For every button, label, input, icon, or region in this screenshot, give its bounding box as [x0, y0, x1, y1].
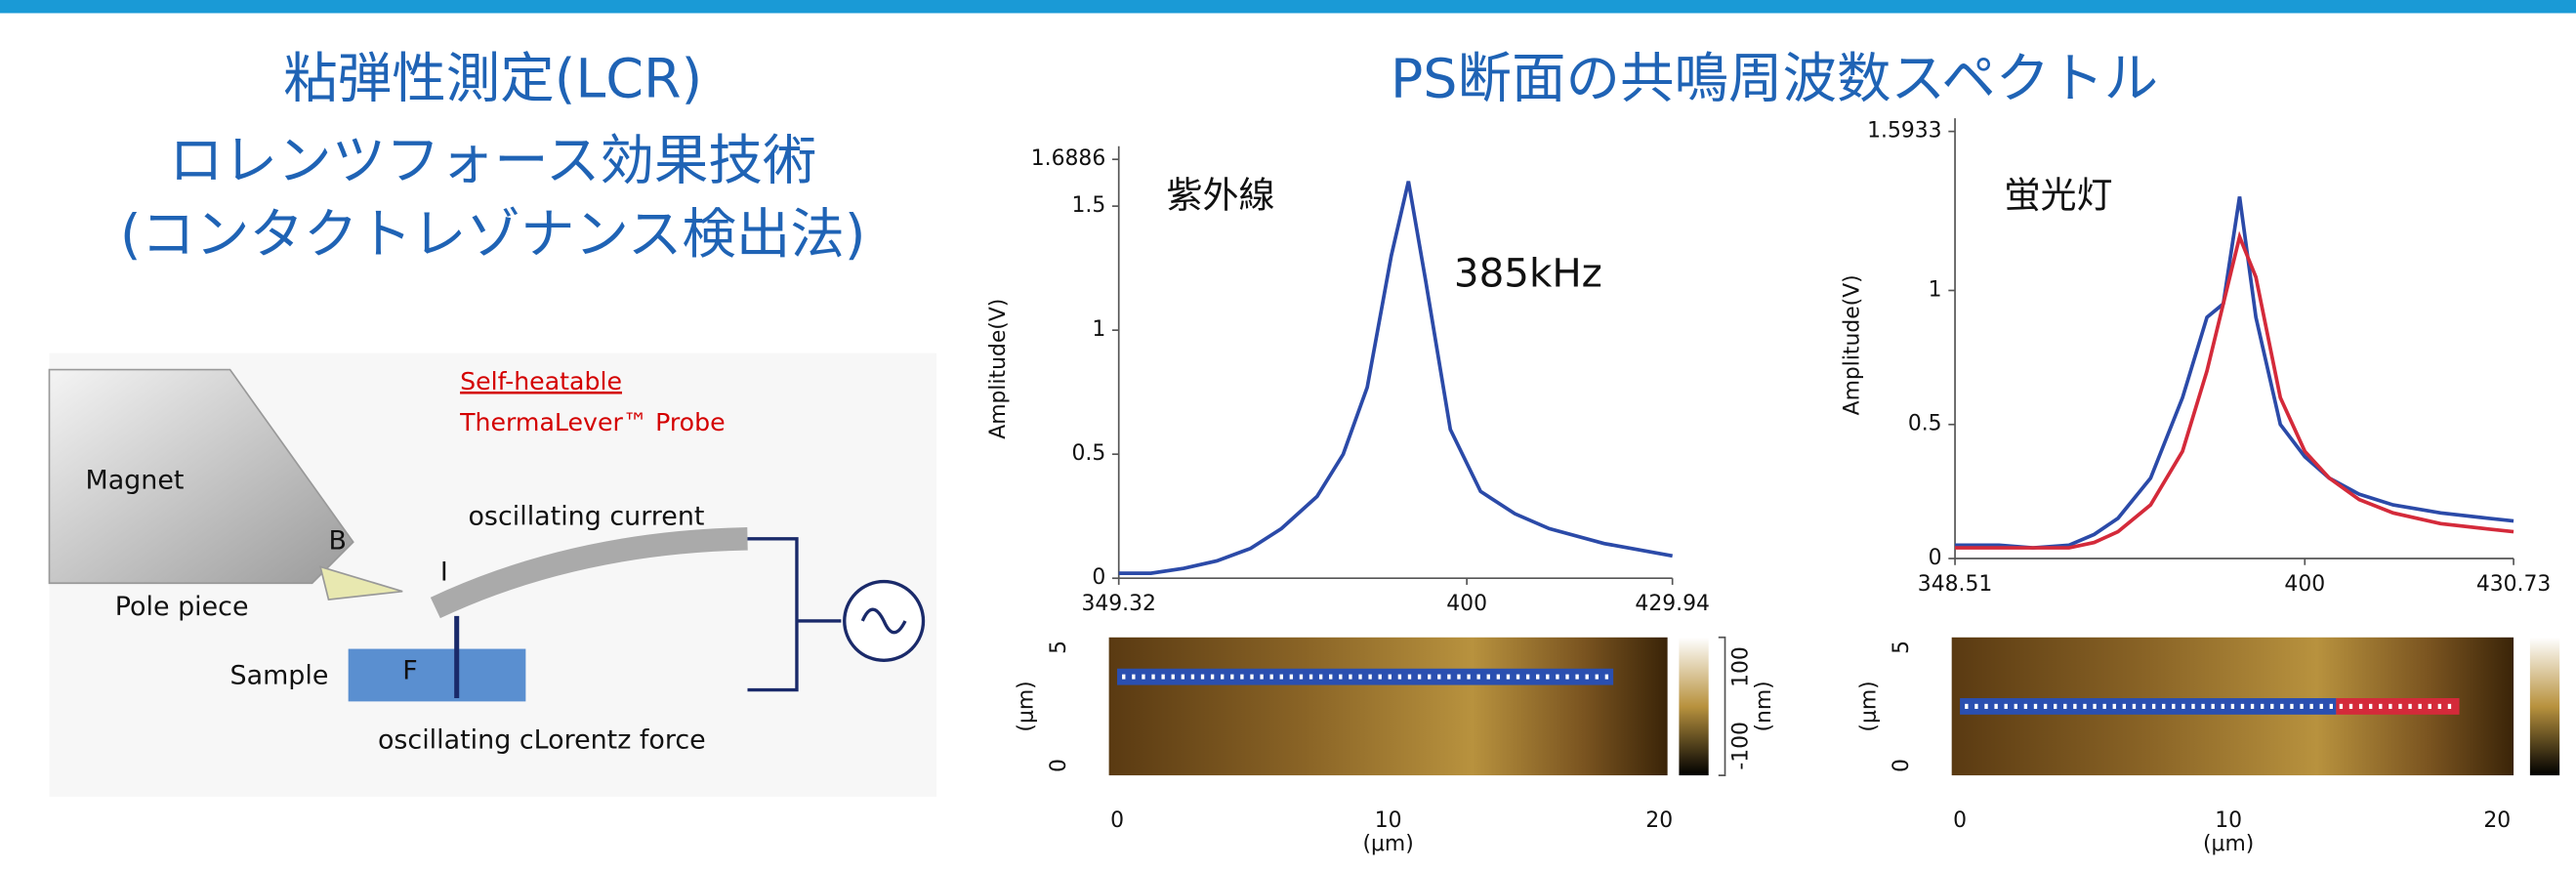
x-tick-label: 0	[1110, 808, 1124, 833]
label: Magnet	[85, 465, 184, 495]
colorbar	[1679, 638, 1708, 775]
left-title: (コンタクトレゾナンス検出法)	[120, 203, 866, 267]
x-tick-label: 10	[2215, 808, 2242, 833]
x-tick-label: 400	[1446, 592, 1487, 616]
y-tick-label: 1.5	[1071, 193, 1105, 218]
y-tick-label: 0.5	[1071, 441, 1105, 466]
x-tick-label: 10	[1375, 808, 1402, 833]
x-axis-label: (μm)	[2203, 832, 2254, 856]
y-tick-label: 1	[1092, 317, 1105, 342]
top-bar	[0, 0, 2576, 13]
sample	[349, 649, 526, 702]
colorbar-label: -100	[1728, 722, 1753, 770]
label: oscillating current	[468, 501, 704, 531]
label: Sample	[230, 661, 329, 691]
label: Self-heatable	[460, 367, 622, 395]
colorbar	[2530, 638, 2559, 775]
label: oscillating cLorentz force	[378, 724, 706, 755]
label: F	[402, 656, 417, 686]
x-axis-label: (μm)	[1362, 832, 1413, 856]
label: B	[328, 526, 346, 557]
y-axis-label: Amplitude(V)	[986, 299, 1011, 439]
afm-image	[1109, 638, 1668, 775]
x-tick-label: 430.73	[2476, 572, 2552, 597]
y-tick-label: 0	[1929, 546, 1942, 570]
label: ThermaLever™ Probe	[459, 408, 726, 436]
y-tick-label: 0	[1092, 565, 1105, 590]
left-title: 粘弾性測定(LCR)	[283, 47, 702, 110]
series-line	[1955, 196, 2514, 548]
y-tick-label: 5	[1047, 641, 1071, 654]
x-tick-label: 20	[2483, 808, 2511, 833]
colorbar-label: 100	[1728, 646, 1753, 687]
y-tick-label: 0	[1890, 759, 1914, 772]
left-title: ロレンツフォース効果技術	[169, 129, 816, 192]
y-axis-label: Amplitude(V)	[1841, 274, 1865, 415]
series-line	[1119, 182, 1673, 573]
diagram: Magnet B I Pole piece Sample F Self-heat…	[49, 353, 935, 797]
annotation: 蛍光灯	[2005, 174, 2113, 216]
label: Pole piece	[115, 592, 249, 622]
label: I	[440, 558, 448, 588]
annotation: 385kHz	[1454, 251, 1602, 297]
y-tick-label: 0	[1047, 759, 1071, 772]
x-tick-label: 20	[1645, 808, 1673, 833]
y-tick-label: 1.5933	[1867, 119, 1942, 144]
y-tick-label: 1	[1929, 277, 1942, 302]
x-tick-label: 429.94	[1635, 592, 1709, 616]
right-title: PS断面の共鳴周波数スペクトル	[1391, 47, 2158, 110]
x-tick-label: 400	[2284, 572, 2325, 597]
x-tick-label: 349.32	[1081, 592, 1156, 616]
y-axis-label: (μm)	[1014, 681, 1038, 731]
colorbar-bracket	[1719, 638, 1725, 775]
annotation: 紫外線	[1167, 174, 1275, 216]
colorbar-unit: (nm)	[1752, 681, 1776, 731]
page: {"slide": {"left_title": ["粘弾性測定(LCR)", …	[0, 0, 2576, 869]
slide: 粘弾性測定(LCR) ロレンツフォース効果技術 (コンタクトレゾナンス検出法) …	[0, 0, 2576, 869]
y-tick-label: 5	[1890, 641, 1914, 654]
series-line	[1955, 237, 2514, 548]
x-tick-label: 348.51	[1918, 572, 1993, 597]
x-tick-label: 0	[1953, 808, 1967, 833]
y-axis-label: (μm)	[1857, 681, 1882, 731]
y-tick-label: 1.6886	[1031, 146, 1106, 171]
y-tick-label: 0.5	[1908, 412, 1942, 436]
